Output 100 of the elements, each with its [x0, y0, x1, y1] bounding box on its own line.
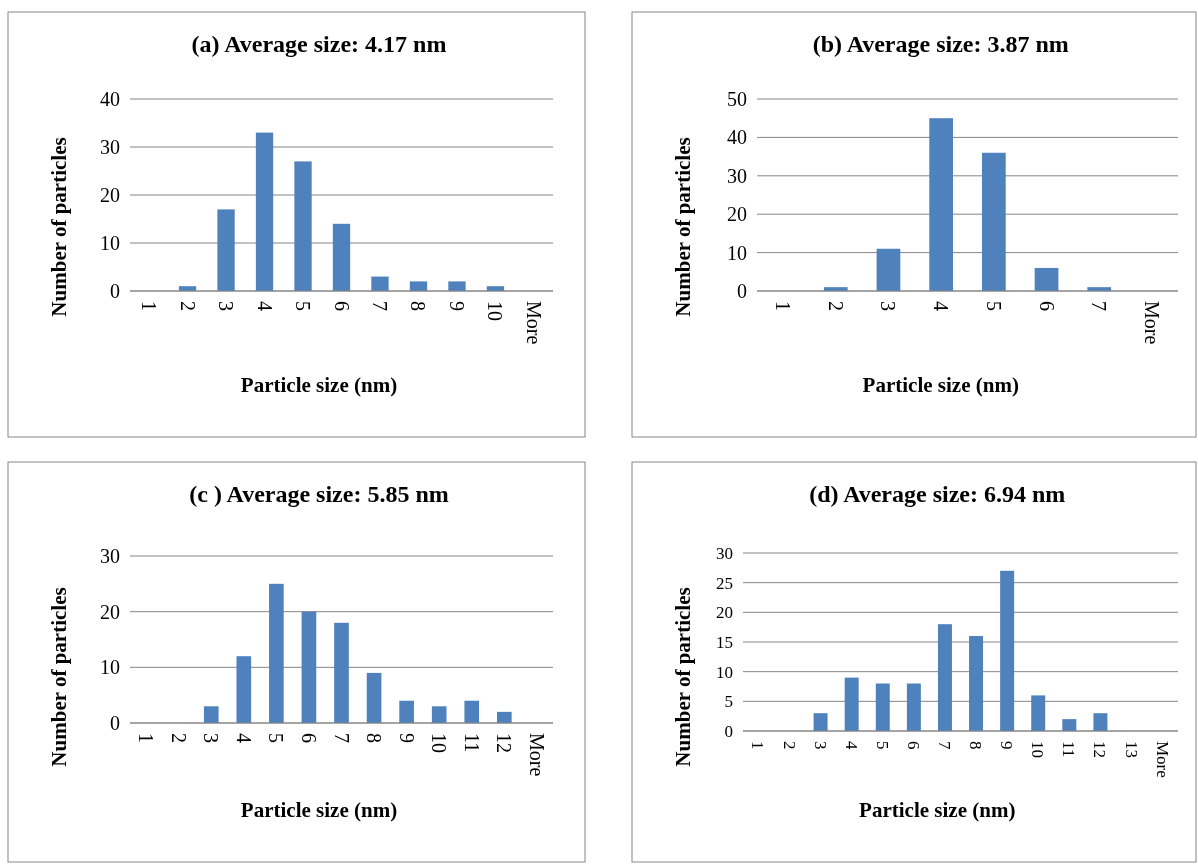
bar	[448, 281, 466, 291]
x-tick-label: 2	[167, 733, 190, 743]
y-tick-label: 30	[100, 545, 120, 567]
x-tick-label: 7	[330, 733, 353, 743]
bar	[332, 223, 351, 291]
bar	[876, 248, 901, 291]
x-tick-label: 5	[265, 733, 288, 743]
x-tick-label: 11	[460, 733, 483, 753]
bar	[969, 636, 984, 731]
x-axis-title: Particle size (nm)	[240, 798, 398, 822]
y-axis-title: Number of particles	[47, 137, 71, 317]
bar	[203, 706, 219, 723]
bar	[255, 132, 274, 291]
y-tick-label: 0	[110, 712, 120, 734]
x-tick-label: More	[525, 733, 548, 777]
x-tick-label: 9	[997, 741, 1017, 750]
x-tick-label: 5	[872, 741, 892, 750]
x-tick-label: 8	[407, 301, 430, 311]
bar	[844, 677, 859, 731]
x-tick-label: 1	[772, 301, 795, 311]
y-tick-label: 40	[100, 88, 120, 110]
x-tick-label: More	[1140, 301, 1163, 345]
x-tick-label: 4	[232, 733, 255, 743]
x-tick-label: 8	[966, 741, 986, 750]
bar	[813, 713, 828, 731]
x-tick-label: 2	[779, 741, 799, 750]
x-tick-label: 7	[1088, 301, 1111, 311]
x-tick-label: 13	[1121, 741, 1141, 758]
x-axis-title: Particle size (nm)	[859, 798, 1016, 822]
x-tick-label: 6	[903, 741, 923, 750]
x-tick-label: 9	[395, 733, 418, 743]
bar	[464, 700, 480, 723]
x-tick-label: 6	[297, 733, 320, 743]
y-tick-label: 15	[716, 632, 733, 652]
y-tick-label: 20	[716, 603, 733, 623]
bar	[1031, 695, 1046, 731]
x-tick-label: 7	[935, 741, 954, 750]
bar	[371, 276, 389, 291]
bar	[981, 152, 1006, 291]
bar	[301, 611, 317, 723]
x-tick-label: 3	[877, 301, 900, 311]
x-tick-label: 10	[484, 301, 507, 321]
y-tick-label: 30	[716, 543, 733, 563]
bar	[269, 583, 284, 723]
bar	[1034, 267, 1059, 291]
x-tick-label: 6	[330, 301, 353, 311]
bar	[217, 209, 235, 291]
x-tick-label: 4	[930, 301, 953, 311]
x-tick-label: 3	[810, 741, 830, 750]
y-axis-title: Number of particles	[671, 587, 695, 767]
y-tick-label: 0	[724, 721, 733, 741]
x-tick-label: More	[1152, 741, 1172, 778]
x-axis-title: Particle size (nm)	[862, 373, 1019, 397]
x-axis-title: Particle size (nm)	[240, 373, 398, 397]
chart-title: (c ) Average size: 5.85 nm	[189, 481, 449, 507]
x-tick-label: 6	[1035, 301, 1058, 311]
x-tick-label: 3	[200, 733, 223, 743]
y-tick-label: 10	[716, 662, 733, 682]
x-tick-label: 1	[135, 733, 158, 743]
y-tick-label: 20	[100, 184, 120, 206]
y-axis-title: Number of particles	[671, 137, 695, 317]
y-tick-label: 5	[724, 692, 733, 712]
bar	[409, 281, 428, 291]
x-tick-label: 3	[215, 301, 238, 311]
bar	[1093, 713, 1108, 731]
y-tick-label: 30	[100, 136, 120, 158]
chart-title: (d) Average size: 6.94 nm	[809, 481, 1066, 507]
bar	[334, 622, 349, 723]
y-tick-label: 30	[727, 164, 747, 187]
x-tick-label: 4	[841, 741, 861, 750]
bar	[906, 683, 921, 731]
y-axis-title: Number of particles	[47, 587, 71, 767]
y-tick-label: 10	[100, 232, 120, 254]
x-tick-label: 10	[1028, 741, 1048, 758]
y-tick-label: 10	[727, 241, 747, 264]
x-tick-label: 12	[1090, 741, 1110, 758]
y-tick-label: 20	[100, 600, 120, 623]
x-tick-label: 11	[1059, 741, 1079, 758]
chart-title: (a) Average size: 4.17 nm	[191, 31, 447, 57]
bar	[496, 711, 512, 723]
y-tick-label: 0	[110, 280, 120, 302]
bar	[875, 683, 890, 731]
bar	[937, 624, 952, 731]
x-tick-label: 1	[748, 741, 768, 750]
x-tick-label: 7	[368, 301, 391, 311]
x-tick-label: More	[522, 301, 545, 345]
bar	[236, 656, 252, 723]
y-tick-label: 25	[716, 573, 733, 593]
bar	[1062, 719, 1077, 731]
y-tick-label: 40	[727, 126, 747, 149]
x-tick-label: 2	[824, 301, 847, 311]
bar	[399, 700, 414, 723]
x-tick-label: 2	[176, 301, 199, 311]
bar	[431, 706, 447, 723]
y-tick-label: 20	[727, 203, 747, 226]
y-tick-label: 50	[727, 88, 747, 110]
x-tick-label: 4	[253, 301, 276, 311]
x-tick-label: 12	[493, 733, 516, 753]
x-tick-label: 10	[428, 733, 451, 753]
x-tick-label: 5	[292, 301, 315, 311]
